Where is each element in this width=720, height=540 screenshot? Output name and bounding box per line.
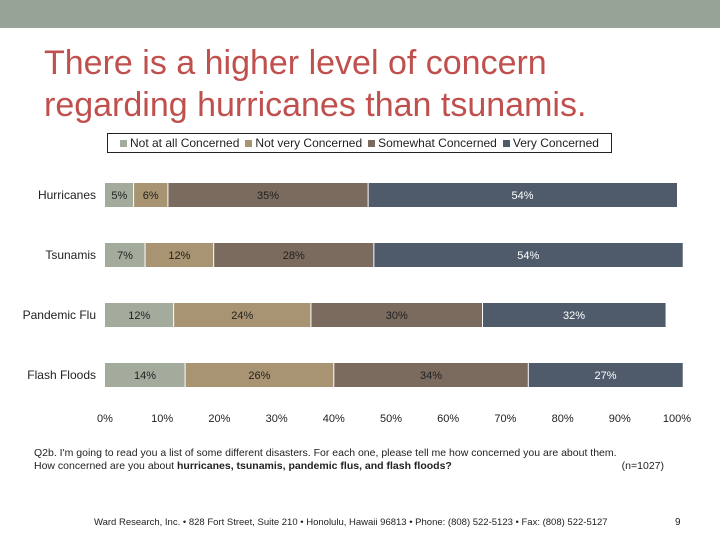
question-prefix: How concerned are you about: [34, 460, 178, 472]
data-label: 32%: [563, 310, 585, 322]
legend-swatch: [120, 139, 127, 147]
bar-very: [528, 363, 683, 387]
category-label: Pandemic Flu: [23, 308, 96, 322]
slide-title: There is a higher level of concern regar…: [44, 44, 587, 124]
legend-swatch: [368, 139, 376, 147]
bar-not-at-all: [105, 183, 134, 207]
bar-somewhat: [213, 243, 374, 267]
question-bold: hurricanes, tsunamis, pandemic flus, and…: [177, 460, 452, 472]
bar-not-very: [133, 183, 168, 207]
x-tick-label: 40%: [323, 413, 345, 425]
top-band: [0, 0, 720, 28]
bar-very: [373, 243, 683, 267]
category-label: Hurricanes: [38, 188, 96, 202]
data-label: 54%: [517, 250, 539, 262]
legend-swatch: [245, 139, 253, 147]
question-line-1: Q2b. I'm going to read you a list of som…: [34, 447, 617, 459]
legend-swatch: [502, 139, 510, 147]
x-tick-label: 70%: [494, 413, 516, 425]
data-label: 7%: [117, 250, 133, 262]
bar-not-at-all: [105, 363, 186, 387]
survey-question: Q2b. I'm going to read you a list of som…: [34, 447, 664, 473]
x-tick-label: 60%: [437, 413, 459, 425]
data-label: 12%: [128, 310, 150, 322]
data-label: 27%: [594, 370, 616, 382]
legend-item-somewhat: Somewhat Concerned: [368, 136, 497, 150]
legend-label: Not at all Concerned: [130, 136, 240, 150]
bar-very: [482, 303, 666, 327]
bar-not-at-all: [105, 303, 174, 327]
data-label: 24%: [231, 310, 253, 322]
bar-somewhat: [310, 303, 483, 327]
bar-not-very: [185, 363, 334, 387]
data-label: 34%: [420, 370, 442, 382]
x-tick-label: 80%: [552, 413, 574, 425]
question-line-2: How concerned are you about hurricanes, …: [34, 460, 664, 473]
x-tick-label: 50%: [380, 413, 402, 425]
category-label: Tsunamis: [45, 248, 96, 262]
legend-label: Not very Concerned: [255, 136, 363, 150]
x-tick-label: 30%: [266, 413, 288, 425]
data-label: 12%: [168, 250, 190, 262]
sample-size: (n=1027): [621, 460, 664, 472]
data-label: 35%: [257, 190, 279, 202]
data-label: 28%: [283, 250, 305, 262]
data-label: 5%: [111, 190, 127, 202]
legend-label: Somewhat Concerned: [378, 136, 497, 150]
x-tick-label: 90%: [609, 413, 631, 425]
bar-very: [368, 183, 677, 207]
x-tick-label: 10%: [151, 413, 173, 425]
data-label: 30%: [386, 310, 408, 322]
data-label: 54%: [512, 190, 534, 202]
footer-contact: Ward Research, Inc. • 828 Fort Street, S…: [94, 517, 608, 528]
category-label: Flash Floods: [27, 368, 96, 382]
bar-somewhat: [333, 363, 529, 387]
legend-label: Very Concerned: [512, 136, 599, 150]
bar-somewhat: [167, 183, 369, 207]
bar-not-at-all: [105, 243, 146, 267]
data-label: 6%: [143, 190, 159, 202]
bar-not-very: [173, 303, 311, 327]
x-tick-label: 100%: [663, 413, 691, 425]
legend-item-not-very: Not very Concerned: [245, 136, 362, 150]
legend-item-not-at-all: Not at all Concerned: [120, 136, 239, 150]
bar-not-very: [145, 243, 214, 267]
page-number: 9: [675, 517, 681, 528]
chart-legend: Not at all Concerned Not very Concerned …: [107, 133, 612, 153]
data-label: 14%: [134, 370, 156, 382]
stacked-bar-chart: Hurricanes 5% 6% 35% 54% Tsunamis 7% 12% 28% 54% P…: [23, 183, 691, 425]
x-tick-label: 20%: [208, 413, 230, 425]
legend-item-very: Very Concerned: [502, 136, 599, 150]
data-label: 26%: [248, 370, 270, 382]
x-tick-label: 0%: [97, 413, 113, 425]
